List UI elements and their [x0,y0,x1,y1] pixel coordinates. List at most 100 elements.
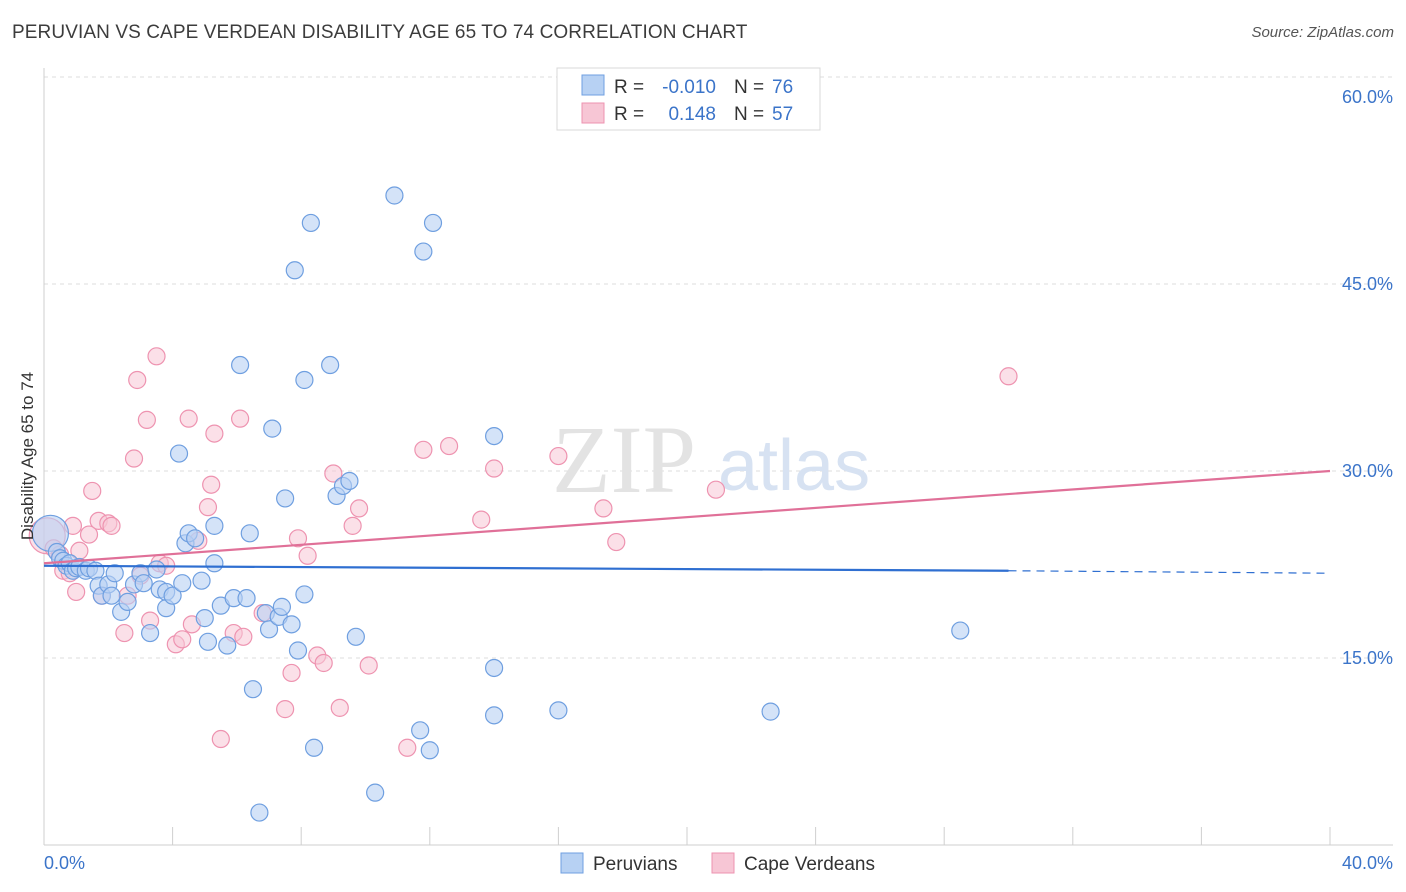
peruvians-point [86,561,105,580]
y-tick-labels: 15.0% 30.0% 45.0% 60.0% [1342,87,1393,668]
capeverdeans-point [128,370,147,390]
capeverdeans-point [102,516,121,535]
capeverdeans-point [343,516,362,535]
bottom-legend-peruvians: Peruvians [593,854,678,875]
capeverdeans-point [607,532,626,552]
legend-r-label-2: R = [614,104,644,125]
peruvians-point [192,571,211,590]
peruvians-point [173,574,192,593]
peruvians-point [147,560,166,579]
capeverdeans-point [124,449,144,468]
capeverdeans-point [359,656,378,675]
capeverdeans-point [594,499,613,518]
cape-verdeans-points [28,347,1018,757]
capeverdeans-trend-line [43,469,1331,565]
peruvians-point [288,641,308,660]
peruvians-trend-line-extension [1008,570,1331,574]
capeverdeans-point [324,464,343,483]
legend-swatch-peruvians [581,74,605,96]
capeverdeans-point [330,698,349,717]
capeverdeans-point [414,440,433,459]
peruvians-point [231,355,250,375]
capeverdeans-point [439,436,459,456]
peruvians-point [485,706,504,725]
watermark: ZIP atlas [552,406,870,513]
y-tick-label-30: 30.0% [1342,461,1393,481]
peruvians-point [272,597,292,616]
capeverdeans-point [298,546,317,565]
axes [43,68,1393,846]
peruvians-point [304,738,324,757]
peruvians-point [276,489,295,508]
peruvians-point [282,615,301,634]
peruvians-point [140,623,160,643]
peruvians-point [237,589,256,608]
legend-r-label-1: R = [614,77,644,98]
peruvians-point [134,574,153,593]
peruvians-point [205,554,224,573]
capeverdeans-point [276,700,295,719]
peruvians-point [250,803,269,822]
peruvians-point [366,783,385,802]
y-tick-label-15: 15.0% [1342,648,1393,668]
legend-n-label-2: N = [734,104,764,125]
peruvians-point [163,586,182,605]
capeverdeans-point [282,663,301,683]
capeverdeans-point [173,630,192,649]
peruvians-point [951,621,970,640]
peruvians-point [243,680,263,699]
capeverdeans-point [83,481,102,501]
source-label: Source: ZipAtlas.com [1251,24,1394,41]
capeverdeans-point [115,623,134,643]
peruvians-point [411,721,430,740]
peruvians-point [259,620,279,639]
peruvians-points [31,186,970,822]
capeverdeans-point [179,409,198,428]
y-axis-title: Disability Age 65 to 74 [18,372,37,540]
capeverdeans-point [234,627,253,646]
peruvians-point [102,586,121,605]
chart-title: PERUVIAN VS CAPE VERDEAN DISABILITY AGE … [12,22,748,43]
bottom-legend-capeverdeans: Cape Verdeans [744,854,875,875]
x-tick-label-max: 40.0% [1342,853,1393,873]
capeverdeans-point [202,475,221,494]
capeverdeans-point [231,409,250,428]
legend: R = -0.010 N = 76 R = 0.148 N = 57 [556,67,821,131]
legend-r-value-1: -0.010 [662,77,716,98]
capeverdeans-point [485,459,504,478]
bottom-legend-swatch-peruvians [560,852,584,874]
watermark-zip: ZIP [552,406,696,513]
peruvians-point [423,213,443,233]
legend-n-label-1: N = [734,77,764,98]
peruvians-point [321,355,340,375]
capeverdeans-point [67,582,86,602]
capeverdeans-point [205,424,224,443]
peruvians-point [263,419,282,438]
peruvians-point [485,426,504,446]
capeverdeans-point [198,498,218,517]
bottom-legend: Peruvians Cape Verdeans [560,852,875,875]
peruvians-point [195,609,214,628]
bottom-legend-swatch-capeverdeans [711,852,735,874]
capeverdeans-point [549,446,568,466]
capeverdeans-point [472,510,491,529]
peruvians-point [346,627,365,646]
capeverdeans-point [147,347,166,366]
trend-lines [43,469,1331,574]
peruvians-point [169,444,189,463]
peruvians-point [118,592,137,612]
peruvians-point [301,213,320,233]
legend-n-value-1: 76 [772,77,793,98]
peruvians-point [414,242,433,261]
peruvians-point [385,186,404,205]
capeverdeans-point [288,529,308,548]
capeverdeans-point [211,729,230,749]
legend-r-value-2: 0.148 [668,104,716,125]
peruvians-point [205,516,224,535]
legend-n-value-2: 57 [772,104,793,125]
peruvians-point [105,564,124,583]
capeverdeans-point [79,525,99,544]
x-tick-label-min: 0.0% [44,853,85,873]
peruvians-point [340,471,359,491]
